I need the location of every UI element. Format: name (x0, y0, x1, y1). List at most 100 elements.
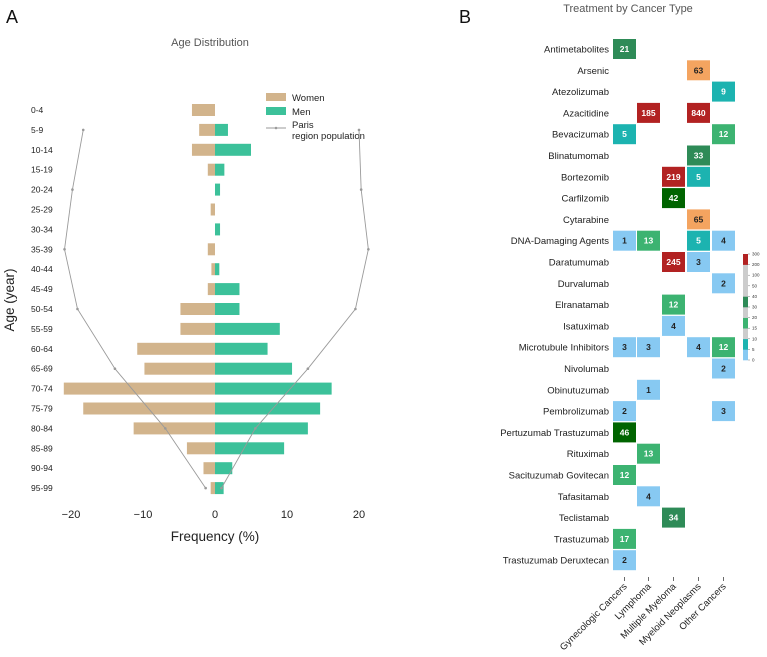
bar-women (83, 402, 216, 415)
x-tick-label: 0 (212, 509, 218, 521)
heatmap-cell (712, 124, 735, 145)
bar-men (215, 223, 221, 236)
heatmap-row-label: Blinatumomab (548, 151, 609, 162)
y-tick-label: 35-39 (31, 244, 53, 254)
heatmap-cell-value: 12 (669, 300, 679, 310)
heatmap-cell-value: 13 (644, 236, 654, 246)
y-tick-label: 20-24 (31, 185, 53, 195)
heatmap-row-label: Azacitidine (563, 108, 609, 119)
heatmap-row-label: Trastuzumab (554, 534, 609, 545)
heatmap-cell (712, 401, 735, 422)
y-tick-label: 10-14 (31, 145, 53, 155)
bar-women (137, 342, 215, 355)
heatmap-cell-value: 1 (646, 385, 651, 395)
bar-women (63, 382, 215, 395)
heatmap-title: Treatment by Cancer Type (563, 3, 693, 15)
bar-men (215, 143, 251, 156)
bar-men (215, 123, 228, 136)
y-tick-label: 90-94 (31, 463, 53, 473)
paris-population-point (81, 128, 85, 132)
heatmap-cell (637, 486, 660, 507)
heatmap-row-label: Durvalumab (558, 279, 609, 290)
heatmap-cell (662, 507, 685, 528)
pyramid-y-axis-label: Age (year) (2, 268, 17, 331)
heatmap-cell (613, 401, 636, 422)
heatmap-cell (613, 39, 636, 59)
bar-men (215, 322, 280, 335)
y-tick-label: 15-19 (31, 165, 53, 175)
heatmap-cell (687, 252, 710, 272)
heatmap-cell (637, 443, 660, 464)
heatmap-cell-value: 185 (641, 108, 655, 118)
y-tick-label: 85-89 (31, 443, 53, 453)
bar-women (207, 163, 215, 176)
heatmap-row-label: Teclistamab (559, 513, 609, 524)
paris-population-point (220, 486, 223, 490)
colorbar-tick-label: 40 (752, 294, 758, 299)
paris-population-point (76, 307, 79, 311)
heatmap-cell-value: 840 (691, 108, 705, 118)
heatmap-cell-value: 2 (721, 364, 726, 374)
colorbar-segment (743, 296, 748, 308)
heatmap-row-label: Nivolumab (564, 364, 609, 375)
bar-men (215, 482, 224, 495)
colorbar-tick-label: 15 (752, 326, 758, 331)
heatmap-cell (687, 209, 710, 230)
colorbar-tick-label: 100 (752, 273, 760, 278)
bar-women (191, 143, 215, 156)
heatmap-cell (662, 166, 685, 187)
heatmap-row-label: Bortezomib (561, 172, 609, 183)
y-tick-label: 75-79 (31, 404, 53, 414)
heatmap-cell (712, 230, 735, 251)
y-tick-label: 55-59 (31, 324, 53, 334)
heatmap-row-label: Elranatamab (555, 300, 609, 311)
bar-women (133, 422, 215, 435)
heatmap-cell-value: 17 (620, 534, 630, 544)
heatmap-cell (662, 188, 685, 209)
heatmap-cell-value: 34 (669, 513, 679, 523)
paris-population-point (354, 307, 357, 311)
heatmap-cell-value: 3 (721, 406, 726, 416)
heatmap-cell (613, 230, 636, 251)
legend-label-paris: Paris (292, 120, 314, 131)
legend-label-men: Men (292, 107, 310, 118)
heatmap-cell-value: 3 (622, 342, 627, 352)
heatmap-colorbar: 0 5 10 15 20 30 40 50 100 200 300 (743, 252, 760, 363)
heatmap-cell (662, 294, 685, 315)
heatmap-row-label: Tafasitamab (558, 492, 609, 503)
bar-men (215, 422, 308, 435)
heatmap-cell (613, 465, 636, 485)
bar-women (186, 442, 215, 455)
heatmap-cell (613, 337, 636, 358)
paris-population-point (71, 188, 74, 191)
colorbar-segment (743, 264, 748, 276)
heatmap-cell-value: 3 (646, 342, 651, 352)
bar-women (180, 322, 215, 335)
bar-women (207, 283, 215, 296)
heatmap-row-label: Sacituzumab Govitecan (509, 471, 609, 482)
panel-letter-a: A (6, 7, 18, 27)
panel-letter-b: B (459, 7, 471, 27)
colorbar-segment (743, 285, 748, 297)
y-tick-label: 45-49 (31, 284, 53, 294)
paris-population-point (367, 248, 370, 251)
heatmap-cell-value: 65 (694, 214, 704, 224)
bar-men (215, 462, 233, 475)
heatmap-cell (687, 60, 710, 81)
paris-population-point (359, 188, 363, 191)
bar-women (207, 243, 215, 256)
bar-women (144, 362, 215, 375)
paris-population-point (164, 427, 167, 430)
bar-men (215, 342, 268, 355)
heatmap-row-label: DNA-Damaging Agents (511, 236, 609, 247)
heatmap-row-label: Antimetabolites (544, 45, 609, 56)
heatmap-cell (712, 358, 735, 379)
x-tick-label: 10 (281, 509, 293, 521)
heatmap-cell (687, 230, 710, 251)
bar-women (210, 482, 215, 495)
y-tick-label: 50-54 (31, 304, 53, 314)
heatmap-cell (687, 145, 710, 166)
heatmap-cell (687, 102, 710, 123)
bar-men (215, 402, 321, 415)
